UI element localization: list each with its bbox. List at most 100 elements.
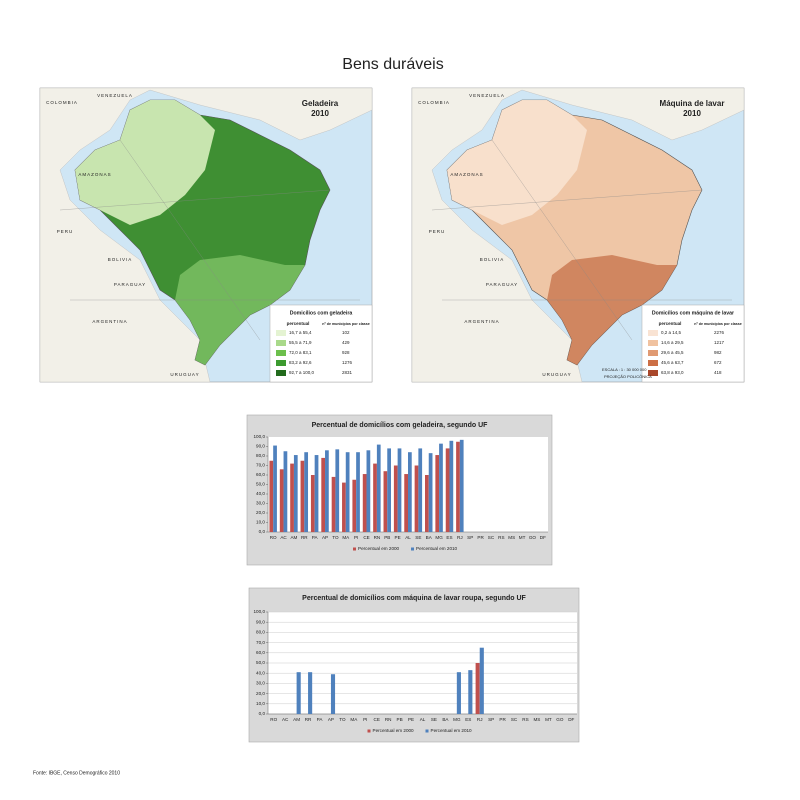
bar — [325, 450, 329, 532]
legend-label: Percentual em 2000 — [373, 728, 415, 733]
bar — [456, 441, 460, 532]
bar — [308, 672, 313, 714]
legend-swatch — [276, 330, 286, 336]
x-tick-label: AL — [405, 535, 411, 540]
graticule — [119, 139, 261, 341]
legend-swatch — [648, 330, 658, 336]
x-tick-label: PA — [317, 717, 324, 722]
bar — [425, 475, 429, 532]
x-tick-label: TO — [339, 717, 346, 722]
y-tick-label: 10,0 — [256, 701, 265, 706]
x-tick-label: MT — [545, 717, 552, 722]
legend-range: 55,5 a 71,9 — [289, 340, 312, 345]
x-tick-label: PR — [477, 535, 484, 540]
legend-range: 29,6 a 45,5 — [661, 350, 684, 355]
y-tick-label: 30,0 — [256, 501, 265, 506]
x-tick-label: SC — [511, 717, 518, 722]
x-tick-label: ES — [465, 717, 471, 722]
y-tick-label: 80,0 — [256, 453, 265, 458]
chart-title: Percentual de domicílios com máquina de … — [302, 595, 526, 602]
bar — [342, 482, 346, 532]
x-tick-label: RR — [305, 717, 312, 722]
x-tick-label: PA — [312, 535, 319, 540]
map-label: PARAGUAY — [486, 282, 518, 287]
y-tick-label: 90,0 — [256, 444, 265, 449]
x-tick-label: PR — [499, 717, 506, 722]
bar — [279, 469, 284, 532]
bar — [283, 451, 288, 532]
legend-count: 1276 — [342, 360, 353, 365]
bar — [331, 476, 336, 532]
x-tick-label: MS — [508, 535, 515, 540]
bar — [418, 448, 423, 532]
neighbor-land — [39, 87, 373, 383]
bar — [345, 452, 350, 532]
x-tick-label: SP — [467, 535, 473, 540]
map-label: URUGUAY — [542, 372, 571, 377]
map-label: URUGUAY — [170, 372, 199, 377]
y-tick-label: 80,0 — [256, 630, 265, 635]
legend-swatch — [276, 370, 286, 376]
legend-range: 83,2 a 92,6 — [289, 360, 312, 365]
y-tick-label: 90,0 — [256, 619, 265, 624]
bar — [335, 449, 340, 532]
legend-range: 92,7 a 100,0 — [289, 370, 315, 375]
x-tick-label: AP — [328, 717, 334, 722]
legend-swatch — [276, 350, 286, 356]
x-tick-label: RN — [374, 535, 381, 540]
legend-swatch — [648, 370, 658, 376]
bar — [356, 452, 360, 532]
neighbor-land — [411, 87, 745, 383]
legend-range: 0,2 a 14,5 — [661, 330, 682, 335]
bar — [475, 663, 480, 714]
legend-count: 418 — [714, 370, 722, 375]
region-shape — [175, 255, 305, 365]
bar — [300, 460, 305, 532]
x-tick-label: AC — [280, 535, 287, 540]
y-tick-label: 60,0 — [256, 650, 265, 655]
bar — [273, 445, 277, 532]
bar — [435, 455, 440, 532]
region-shape — [447, 100, 587, 225]
legend-header: percentual — [287, 321, 310, 326]
legend-count: 672 — [714, 360, 722, 365]
bar — [376, 444, 381, 532]
legend-swatch — [353, 547, 356, 551]
bar — [293, 455, 298, 532]
x-tick-label: MG — [435, 535, 443, 540]
x-tick-label: RJ — [457, 535, 463, 540]
x-tick-label: RO — [270, 535, 277, 540]
map-year: 2010 — [311, 109, 329, 118]
legend-swatch — [648, 350, 658, 356]
x-tick-label: CE — [374, 717, 380, 722]
bar — [304, 452, 309, 532]
bar — [404, 474, 408, 532]
x-tick-label: RS — [522, 717, 528, 722]
legend-count: 102 — [342, 330, 350, 335]
map-label: COLOMBIA — [46, 100, 78, 105]
bar — [383, 471, 388, 532]
bar — [387, 448, 391, 532]
x-tick-label: DF — [568, 717, 574, 722]
bar — [408, 452, 412, 532]
legend-swatch — [648, 340, 658, 346]
bar — [456, 672, 461, 714]
bar — [314, 455, 319, 532]
map-label: ARGENTINA — [92, 319, 127, 324]
map-label: PERU — [429, 229, 446, 234]
y-tick-label: 20,0 — [256, 510, 265, 515]
legend-label: Percentual em 2000 — [358, 546, 400, 551]
x-tick-label: SE — [431, 717, 437, 722]
legend-swatch — [367, 729, 371, 733]
source-note: Fonte: IBGE, Censo Demográfico 2010 — [33, 770, 120, 776]
bar — [445, 448, 450, 532]
x-tick-label: MA — [342, 535, 350, 540]
x-tick-label: MG — [453, 717, 461, 722]
bar — [321, 457, 326, 532]
legend-count: 2276 — [714, 330, 725, 335]
map-projection: PROJEÇÃO POLICÔNICA — [604, 374, 652, 379]
x-tick-label: AM — [293, 717, 300, 722]
legend-box — [641, 304, 745, 383]
map-year: 2010 — [683, 109, 701, 118]
y-tick-label: 10,0 — [256, 520, 265, 525]
